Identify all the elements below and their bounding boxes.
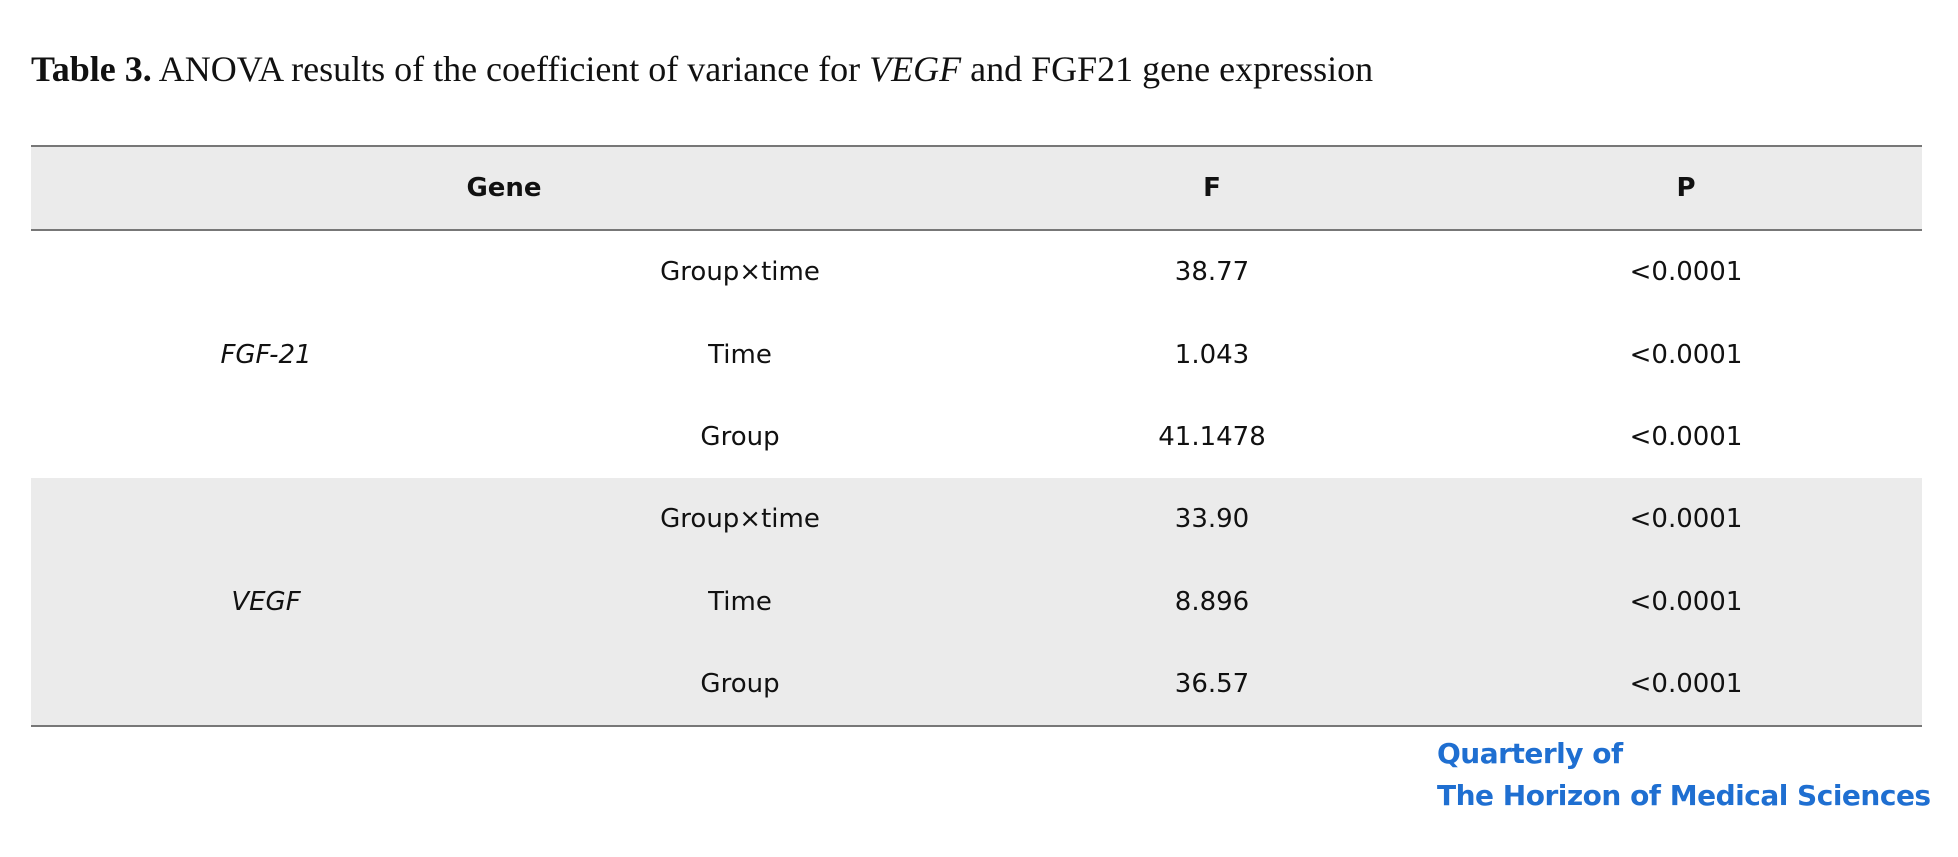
p-cell: <0.0001 [1629, 339, 1743, 370]
effect-cell: Group [700, 668, 780, 699]
journal-logo: Quarterly of The Horizon of Medical Scie… [1437, 733, 1931, 817]
table-caption: Table 3. ANOVA results of the coefficien… [31, 48, 1373, 90]
header-cell: P [1676, 173, 1696, 203]
table: Gene F P FGF-21 Group×time 38.77 <0.0001 Tim… [31, 145, 1922, 727]
caption-label: Table 3. [31, 49, 152, 89]
p-cell: <0.0001 [1629, 504, 1743, 535]
f-cell: 41.1478 [1158, 421, 1266, 452]
row-group: VEGF Group×time 33.90 <0.0001 Time 8.896 <0.00… [31, 478, 1922, 727]
f-cell: 38.77 [1174, 257, 1250, 288]
row-group: FGF-21 Group×time 38.77 <0.0001 Time 1.043 <0.… [31, 231, 1922, 478]
caption-italic: VEGF [869, 49, 962, 89]
p-cell: <0.0001 [1629, 421, 1743, 452]
p-cell: <0.0001 [1629, 668, 1743, 699]
caption-text: ANOVA results of the coefficient of vari… [158, 49, 861, 89]
header-cell: F [1203, 173, 1221, 203]
effect-cell: Group×time [660, 257, 820, 288]
effect-cell: Time [708, 586, 772, 617]
gene-cell: FGF-21 [220, 339, 312, 370]
header-row: Gene F P [31, 145, 1922, 231]
effect-cell: Time [708, 339, 772, 370]
f-cell: 1.043 [1174, 339, 1250, 370]
caption-text: and FGF21 gene expression [970, 49, 1374, 89]
f-cell: 36.57 [1174, 668, 1250, 699]
effect-cell: Group×time [660, 504, 820, 535]
effect-cell: Group [700, 421, 780, 452]
gene-cell: VEGF [231, 586, 301, 617]
logo-line: Quarterly of [1437, 737, 1623, 770]
logo-line: The Horizon of Medical Sciences [1437, 779, 1931, 812]
header-cell: Gene [466, 173, 542, 203]
p-cell: <0.0001 [1629, 586, 1743, 617]
f-cell: 8.896 [1174, 586, 1250, 617]
p-cell: <0.0001 [1629, 257, 1743, 288]
f-cell: 33.90 [1174, 504, 1250, 535]
